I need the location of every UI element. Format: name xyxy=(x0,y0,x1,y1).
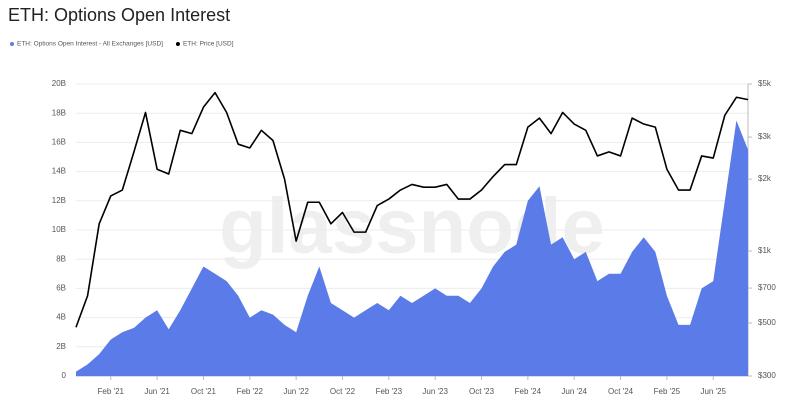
legend-swatch xyxy=(10,42,14,46)
x-tick-label: Feb '22 xyxy=(237,387,264,396)
x-tick-label: Jun '24 xyxy=(561,387,587,396)
x-tick-label: Jun '23 xyxy=(422,387,448,396)
y2-tick-label: $2k xyxy=(758,174,772,183)
legend-label: ETH: Options Open Interest - All Exchang… xyxy=(17,41,163,48)
area xyxy=(76,120,748,376)
y-tick-label: 6B xyxy=(56,284,66,293)
y-tick-label: 0 xyxy=(62,371,67,380)
y-tick-label: 20B xyxy=(52,79,66,88)
y-tick-label: 14B xyxy=(52,167,66,176)
x-tick-label: Jun '21 xyxy=(144,387,170,396)
y-tick-label: 16B xyxy=(52,138,66,147)
y2-tick-label: $3k xyxy=(758,132,772,141)
x-tick-label: Oct '23 xyxy=(469,387,495,396)
x-tick-label: Feb '21 xyxy=(98,387,125,396)
y2-tick-label: $1k xyxy=(758,246,772,255)
y2-tick-label: $700 xyxy=(758,283,776,292)
y-tick-label: 12B xyxy=(52,196,66,205)
x-tick-label: Feb '23 xyxy=(376,387,403,396)
y2-tick-label: $500 xyxy=(758,318,776,327)
legend-swatch xyxy=(175,42,180,46)
x-tick-label: Feb '24 xyxy=(515,387,542,396)
y-tick-label: 4B xyxy=(56,313,66,322)
x-tick-label: Jun '25 xyxy=(700,387,726,396)
y-tick-label: 18B xyxy=(52,108,66,117)
chart-title: ETH: Options Open Interest xyxy=(8,5,230,25)
x-tick-label: Jun '22 xyxy=(283,387,309,396)
y-tick-label: 8B xyxy=(56,254,66,263)
x-tick-label: Feb '25 xyxy=(654,387,681,396)
x-tick-label: Oct '22 xyxy=(330,387,356,396)
legend-label: ETH: Price [USD] xyxy=(183,41,234,48)
y-tick-label: 2B xyxy=(56,342,66,351)
line xyxy=(75,91,749,328)
y2-tick-label: $300 xyxy=(758,371,776,380)
x-tick-label: Oct '21 xyxy=(191,387,217,396)
y2-tick-label: $5k xyxy=(758,79,772,88)
y-tick-label: 10B xyxy=(52,225,66,234)
x-tick-label: Oct '24 xyxy=(608,387,634,396)
